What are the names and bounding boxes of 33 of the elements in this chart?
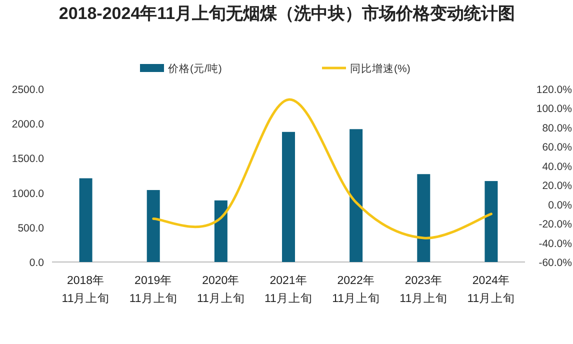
y-tick-label: 1000.0 [12, 188, 44, 200]
bar [282, 132, 295, 262]
bar [214, 200, 228, 262]
y-tick-label: 500.0 [18, 222, 44, 234]
y2-tick-label: 0.0% [548, 199, 572, 212]
y2-tick-label: 20.0% [542, 180, 572, 192]
x-tick-label: 2020年 11月上旬 [196, 274, 245, 305]
y2-tick-label: -60.0% [538, 257, 572, 269]
y-tick-label: 2000.0 [12, 118, 44, 131]
x-tick-label: 2018年 11月上旬 [62, 274, 110, 305]
y-tick-label: 0.0 [29, 257, 44, 269]
y-tick-label: 2500.0 [12, 84, 44, 96]
x-tick-label: 2019年 11月上旬 [129, 274, 178, 305]
bar [146, 190, 160, 262]
title: 2018-2024年11月上旬无烟煤（洗中块）市场价格变动统计图 [58, 4, 516, 24]
x-tick-label: 2024年 11月上旬 [467, 274, 516, 305]
y2-tick-label: 100.0% [536, 103, 572, 116]
bar [417, 174, 430, 262]
x-tick-label: 2022年 11月上旬 [332, 274, 380, 305]
y2-tick-label: 80.0% [542, 122, 572, 134]
y2-tick-label: -40.0% [538, 238, 572, 250]
bar [484, 181, 498, 262]
legend-label: 价格(元/吨) [167, 62, 222, 75]
legend-label: 同比增速(%) [350, 62, 410, 75]
bar [79, 178, 92, 262]
y2-tick-label: 60.0% [542, 142, 572, 154]
y-tick-label: 1500.0 [12, 153, 44, 166]
bar [350, 129, 363, 262]
x-tick-label: 2023年 11月上旬 [400, 274, 448, 305]
y2-tick-label: 40.0% [542, 160, 572, 173]
y2-tick-label: 120.0% [536, 84, 572, 96]
x-tick-label: 2021年 11月上旬 [264, 274, 312, 305]
y2-tick-label: -20.0% [538, 218, 572, 231]
